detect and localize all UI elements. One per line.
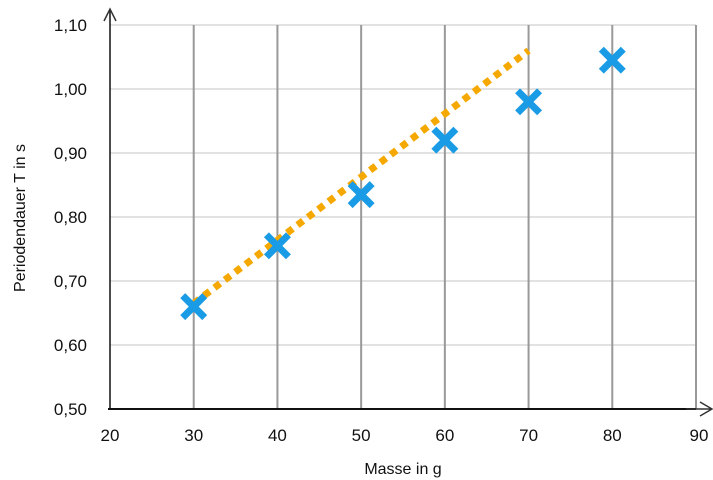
axes [103, 7, 713, 417]
x-tick-label: 40 [268, 426, 287, 445]
y-tick-label: 1,10 [54, 16, 87, 35]
y-tick-label: 0,80 [54, 208, 87, 227]
y-tick-labels: 0,50 0,60 0,70 0,80 0,90 1,00 1,10 [54, 16, 87, 419]
trend-line-layer [191, 47, 531, 307]
x-tick-label: 90 [690, 426, 709, 445]
x-tick-label: 50 [352, 426, 371, 445]
y-tick-label: 0,90 [54, 144, 87, 163]
trend-line [191, 47, 531, 307]
data-point-marker [263, 232, 291, 260]
x-tick-label: 80 [603, 426, 622, 445]
x-tick-label: 60 [435, 426, 454, 445]
data-point-marker [347, 181, 375, 209]
data-point-marker [180, 293, 208, 321]
x-axis-arrow-icon [686, 401, 713, 417]
y-tick-label: 0,60 [54, 336, 87, 355]
x-tick-label: 30 [184, 426, 203, 445]
grid [110, 24, 697, 409]
x-tick-label: 70 [519, 426, 538, 445]
y-axis-title: Periodendauer T in s [12, 144, 29, 292]
y-tick-label: 0,50 [54, 400, 87, 419]
y-tick-label: 0,70 [54, 272, 87, 291]
x-tick-label: 20 [101, 426, 120, 445]
x-axis-title: Masse in g [364, 461, 441, 478]
x-tick-labels: 20 30 40 50 60 70 80 90 [101, 426, 709, 445]
data-point-marker [598, 46, 626, 74]
y-tick-label: 1,00 [54, 80, 87, 99]
data-points [180, 46, 626, 321]
data-point-marker [431, 126, 459, 154]
y-axis-arrow-icon [103, 7, 117, 22]
data-point-marker [515, 88, 543, 116]
